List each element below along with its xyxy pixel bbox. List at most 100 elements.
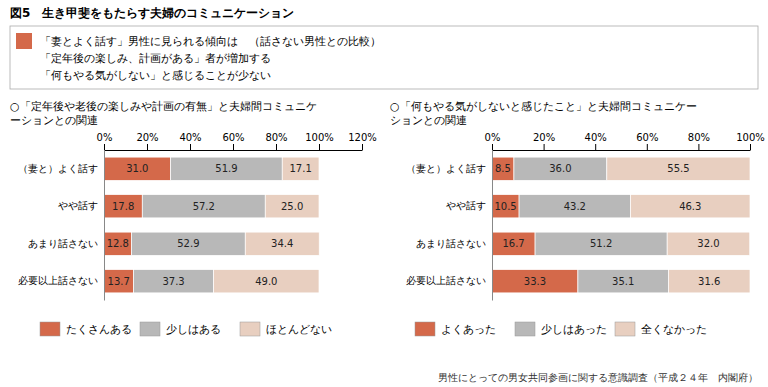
y-tick: （妻と）よく話す bbox=[18, 163, 104, 174]
x-tick: 0% bbox=[485, 132, 501, 150]
tick-label: やや話す bbox=[446, 200, 486, 211]
legend-label: 少しはあった bbox=[541, 323, 607, 335]
bar bbox=[132, 232, 246, 255]
title: 図5 生き甲斐をもたらす夫婦のコミュニケーション bbox=[10, 6, 294, 20]
x-axis: 0% 20% 40% 60% 80% 100% 120% bbox=[97, 132, 377, 151]
tick-mark bbox=[544, 144, 545, 150]
bar bbox=[142, 195, 265, 218]
x-tick: 100% bbox=[305, 132, 334, 150]
legend-label: たくさんある bbox=[66, 323, 132, 335]
x-tick: 60% bbox=[222, 132, 244, 150]
panel: ○「何もやる気がしないと感じたこと」と夫婦間コミュニケーションとの関連 8.5 10… bbox=[390, 100, 765, 336]
tick-mark bbox=[647, 144, 648, 150]
x-tick: 20% bbox=[136, 132, 158, 150]
data-label: 35.1 bbox=[612, 276, 634, 287]
data-label: 12.8 bbox=[107, 238, 129, 249]
x-tick: 0% bbox=[97, 132, 113, 150]
bar bbox=[282, 157, 319, 180]
tick-label: 必要以上話さない bbox=[406, 275, 486, 286]
tick-label: 必要以上話さない bbox=[18, 275, 98, 286]
tick-mark bbox=[319, 144, 320, 150]
data-label: 49.0 bbox=[255, 276, 277, 287]
x-tick: 100% bbox=[736, 132, 765, 150]
data-label: 51.2 bbox=[590, 238, 612, 249]
axis-domain bbox=[492, 151, 493, 301]
tick-mark bbox=[104, 144, 105, 150]
data-label: 37.3 bbox=[162, 276, 184, 287]
x-tick: 60% bbox=[636, 132, 658, 150]
legend-swatch bbox=[40, 322, 60, 336]
legend-label: ほとんどない bbox=[266, 323, 332, 335]
bar bbox=[265, 195, 319, 218]
tick-label: （妻と）よく話す bbox=[406, 163, 486, 174]
bar bbox=[578, 270, 669, 293]
bar bbox=[492, 157, 514, 180]
legend: たくさんある少しはあるほとんどない bbox=[40, 322, 332, 336]
tick-label: 20% bbox=[533, 132, 555, 143]
tick-label: 100% bbox=[736, 132, 765, 143]
panel: ○「定年後や老後の楽しみや計画の有無」と夫婦間コミュニケーションとの関連31.0… bbox=[10, 100, 377, 336]
chart-root: 図5 生き甲斐をもたらす夫婦のコミュニケーション「妻とよく話す」男性に見られる傾… bbox=[0, 0, 768, 387]
tick-label: 40% bbox=[179, 132, 201, 143]
subtitle: ーションとの関連 bbox=[10, 114, 98, 127]
bar bbox=[668, 270, 750, 293]
tick-label: 60% bbox=[636, 132, 658, 143]
tick-mark bbox=[698, 144, 699, 150]
bar bbox=[104, 232, 132, 255]
tick-mark bbox=[595, 144, 596, 150]
y-tick: 必要以上話さない bbox=[18, 275, 104, 286]
y-tick: あまり話さない bbox=[28, 238, 104, 249]
data-label: 10.5 bbox=[494, 201, 516, 212]
x-tick: 40% bbox=[585, 132, 607, 150]
y-axis: （妻と）よく話すやや話すあまり話さない必要以上話さない bbox=[18, 151, 105, 301]
data-label: 32.0 bbox=[697, 238, 719, 249]
data-label: 31.6 bbox=[698, 276, 720, 287]
legend-label: 全くなかった bbox=[641, 323, 707, 335]
tick-mark bbox=[362, 144, 363, 150]
bar bbox=[607, 157, 750, 180]
subtitle: ションとの関連 bbox=[390, 114, 467, 127]
y-tick: あまり話さない bbox=[416, 238, 492, 249]
data-label: 13.7 bbox=[108, 276, 130, 287]
legend-swatch bbox=[415, 322, 435, 336]
tick-label: 80% bbox=[265, 132, 287, 143]
data-labels: 31.017.812.813.751.957.252.937.317.125.0… bbox=[107, 163, 312, 287]
annotation: 「何もやる気がしない」と感じることが少ない bbox=[40, 69, 271, 82]
tick-mark bbox=[750, 144, 751, 150]
data-label: 33.3 bbox=[524, 276, 546, 287]
bar bbox=[245, 232, 319, 255]
y-tick: 必要以上話さない bbox=[406, 275, 492, 286]
tick-mark bbox=[190, 144, 191, 150]
tick-label: 60% bbox=[222, 132, 244, 143]
data-label: 57.2 bbox=[193, 201, 215, 212]
subtitle: ○「定年後や老後の楽しみや計画の有無」と夫婦間コミュニケ bbox=[10, 100, 317, 113]
legend-swatch bbox=[240, 322, 260, 336]
bar bbox=[104, 157, 171, 180]
annotation: 「妻とよく話す」男性に見られる傾向は （話さない男性との比較） bbox=[40, 35, 381, 48]
data-label: 34.4 bbox=[271, 238, 293, 249]
tick-label: 100% bbox=[305, 132, 334, 143]
tick-mark bbox=[492, 144, 493, 150]
tick-mark bbox=[276, 144, 277, 150]
data-label: 55.5 bbox=[667, 163, 689, 174]
y-tick: やや話す bbox=[446, 200, 492, 211]
data-label: 25.0 bbox=[281, 201, 303, 212]
x-tick: 120% bbox=[348, 132, 377, 150]
x-axis: 0%20%40%60%80%100% bbox=[485, 132, 765, 151]
subtitle: ○「何もやる気がしないと感じたこと」と夫婦間コミュニケー bbox=[390, 100, 697, 113]
bar bbox=[519, 195, 630, 218]
data-label: 46.3 bbox=[679, 201, 701, 212]
tick-label: 0% bbox=[485, 132, 501, 143]
annotation: 「定年後の楽しみ、計画がある」者が増加する bbox=[40, 52, 271, 65]
legend: よくあった少しはあった全くなかった bbox=[415, 322, 707, 336]
data-label: 36.0 bbox=[549, 163, 571, 174]
tick-label: 120% bbox=[348, 132, 377, 143]
data-label: 16.7 bbox=[502, 238, 524, 249]
legend-swatch bbox=[140, 322, 160, 336]
axis-domain bbox=[104, 151, 105, 301]
y-tick: （妻と）よく話す bbox=[406, 163, 492, 174]
data-label: 8.5 bbox=[495, 163, 511, 174]
tick-mark bbox=[147, 144, 148, 150]
bar bbox=[133, 270, 213, 293]
bars bbox=[492, 157, 750, 293]
